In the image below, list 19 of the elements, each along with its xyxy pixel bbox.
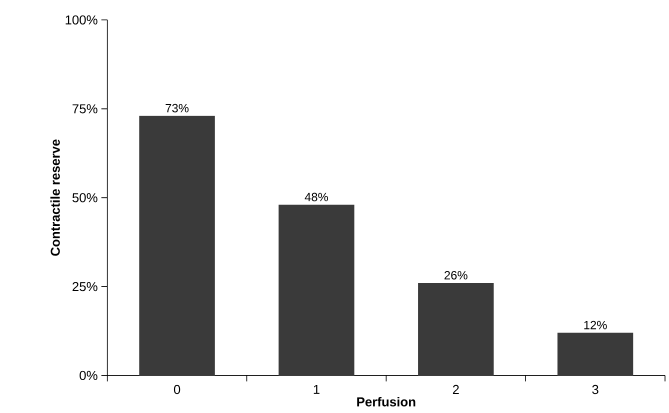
data-label: 12% [584, 320, 607, 330]
x-tick-label: 1 [314, 384, 320, 394]
y-tick-label: 100% [66, 15, 98, 24]
bar [418, 282, 494, 376]
y-tick-label: 0% [80, 370, 98, 380]
data-label: 26% [444, 270, 468, 280]
x-axis-title: Perfusion [357, 396, 416, 406]
data-label: 48% [304, 192, 328, 202]
bar [278, 204, 354, 376]
y-tick-label: 75% [72, 104, 98, 114]
x-tick-label: 0 [174, 384, 180, 394]
y-tick-label: 50% [72, 192, 98, 202]
y-tick-label: 25% [72, 282, 98, 291]
x-tick-label: 2 [452, 384, 459, 394]
bar [139, 116, 215, 376]
y-axis-title: Contractile reserve [50, 139, 60, 256]
bar [557, 332, 634, 376]
data-label: 73% [166, 104, 189, 112]
x-tick-label: 3 [592, 384, 598, 394]
